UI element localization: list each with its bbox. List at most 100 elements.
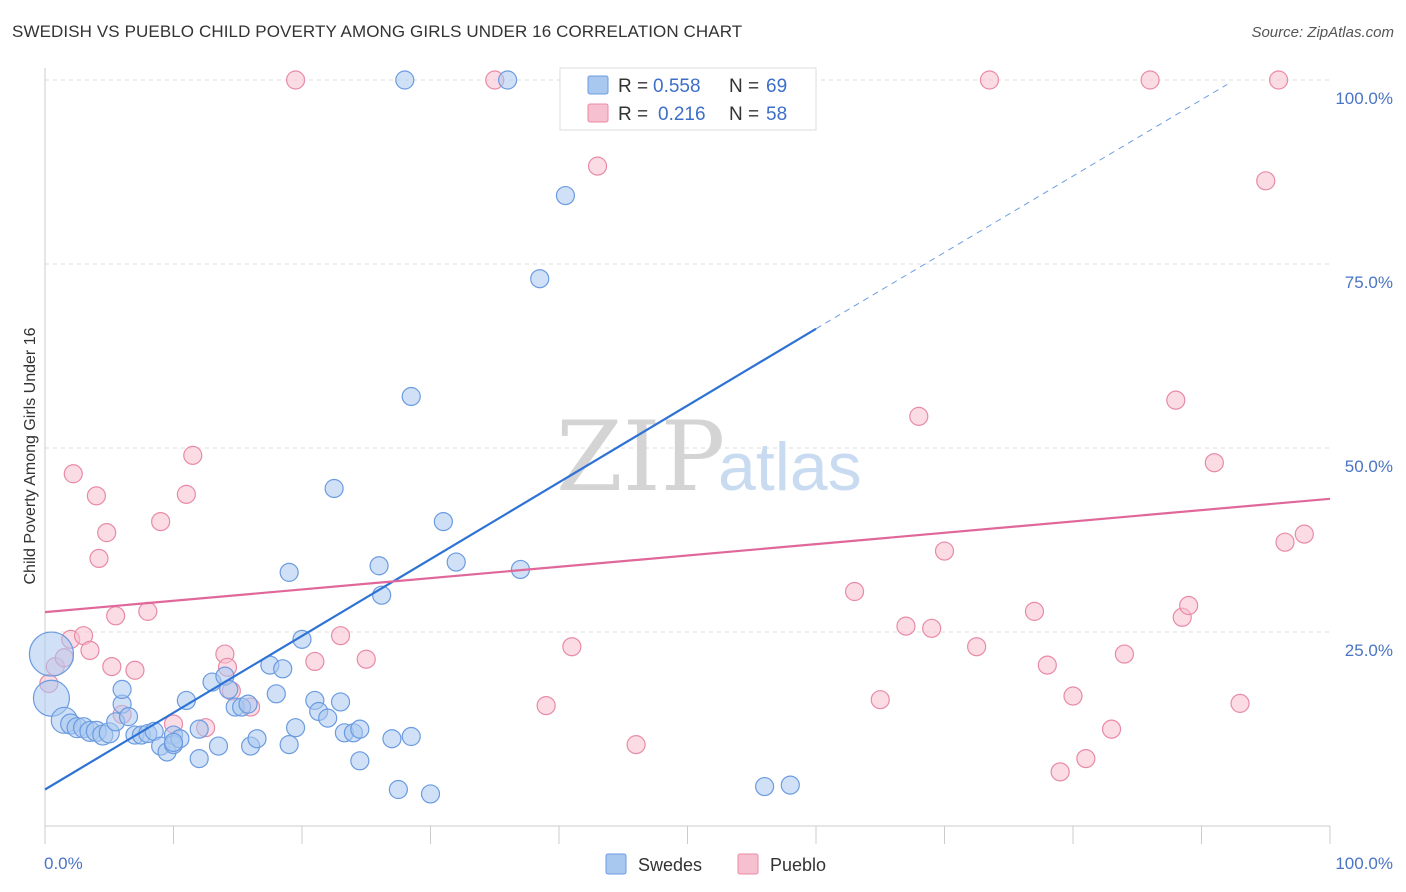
source-label: Source: ZipAtlas.com bbox=[1251, 24, 1394, 41]
pueblo-point-10 bbox=[102, 656, 122, 677]
swedes-point-41 bbox=[292, 629, 312, 649]
pueblo-point-11 bbox=[106, 606, 126, 626]
pueblo-point-46 bbox=[1101, 719, 1122, 739]
swedes-point-25 bbox=[189, 719, 209, 739]
legend-n-value-pueblo: 58 bbox=[766, 104, 787, 125]
pueblo-point-18 bbox=[183, 445, 203, 465]
swedes-point-57 bbox=[420, 784, 441, 804]
swedes-point-34 bbox=[247, 729, 267, 749]
swedes-point-53 bbox=[388, 779, 408, 800]
pueblo-trend-line bbox=[44, 497, 1331, 614]
swedes-point-65 bbox=[754, 776, 775, 797]
grid-lines bbox=[45, 79, 1330, 633]
chart-title: SWEDISH VS PUEBLO CHILD POVERTY AMONG GI… bbox=[12, 22, 743, 41]
legend-n-label-1: N = bbox=[729, 76, 759, 97]
correlation-legend: R = 0.558 N = 69 R = 0.216 N = 58 bbox=[559, 67, 817, 131]
pueblo-point-35 bbox=[896, 616, 916, 636]
swedes-point-13 bbox=[118, 707, 139, 727]
pueblo-point-17 bbox=[176, 484, 196, 504]
y-tick-label-3: 100.0% bbox=[1335, 89, 1393, 108]
legend-swedes: Swedes bbox=[638, 855, 702, 875]
pueblo-point-37 bbox=[922, 618, 942, 638]
swedes-point-60 bbox=[498, 70, 518, 90]
swedes-trend-line bbox=[44, 327, 817, 791]
pueblo-bottom-swatch bbox=[737, 853, 759, 875]
swedes-point-62 bbox=[530, 269, 550, 289]
pueblo-point-29 bbox=[536, 695, 556, 716]
x-tick-label-0: 0.0% bbox=[44, 854, 83, 873]
legend-pueblo: Pueblo bbox=[770, 855, 826, 875]
swedes-point-58 bbox=[433, 511, 453, 532]
pueblo-point-30 bbox=[562, 637, 582, 657]
watermark-zip: ZIP bbox=[556, 401, 725, 513]
pueblo-point-39 bbox=[967, 637, 987, 657]
trend-lines bbox=[44, 83, 1331, 791]
pueblo-point-40 bbox=[979, 70, 1000, 90]
legend-r-label-2: R = bbox=[618, 104, 648, 125]
pueblo-point-44 bbox=[1063, 686, 1083, 706]
watermark-atlas: atlas bbox=[718, 429, 862, 505]
pueblo-point-14 bbox=[138, 601, 158, 621]
pueblo-point-34 bbox=[870, 690, 890, 710]
pueblo-legend-swatch bbox=[587, 103, 609, 123]
pueblo-point-51 bbox=[1179, 595, 1199, 616]
swedes-point-50 bbox=[369, 556, 389, 576]
pueblo-point-24 bbox=[285, 70, 306, 90]
pueblo-point-36 bbox=[909, 406, 929, 426]
swedes-legend-swatch bbox=[587, 75, 609, 95]
pueblo-point-8 bbox=[89, 548, 109, 569]
pueblo-point-43 bbox=[1050, 762, 1070, 782]
swedes-point-27 bbox=[208, 736, 229, 756]
swedes-point-40 bbox=[285, 718, 306, 738]
swedes-trend-extension bbox=[815, 83, 1228, 330]
pueblo-point-15 bbox=[151, 511, 171, 532]
legend-r-value-pueblo: 0.216 bbox=[658, 104, 706, 125]
y-axis-label: Child Poverty Among Girls Under 16 bbox=[22, 327, 39, 584]
swedes-point-55 bbox=[401, 386, 421, 407]
pueblo-point-13 bbox=[125, 660, 145, 680]
pueblo-point-41 bbox=[1024, 601, 1045, 621]
pueblo-point-42 bbox=[1037, 655, 1057, 675]
pueblo-point-38 bbox=[934, 541, 955, 561]
swedes-point-45 bbox=[330, 692, 351, 712]
y-tick-label-2: 75.0% bbox=[1345, 273, 1393, 292]
pueblo-point-6 bbox=[80, 640, 100, 661]
pueblo-point-4 bbox=[63, 464, 83, 484]
pueblo-point-57 bbox=[1294, 524, 1314, 544]
legend-r-value-swedes: 0.558 bbox=[653, 76, 701, 97]
pueblo-point-26 bbox=[330, 626, 351, 646]
swedes-point-32 bbox=[238, 694, 258, 714]
swedes-point-0 bbox=[28, 631, 75, 677]
swedes-point-48 bbox=[350, 719, 370, 739]
y-tick-label-1: 50.0% bbox=[1345, 457, 1393, 476]
swedes-points bbox=[28, 70, 800, 804]
legend-n-value-swedes: 69 bbox=[766, 76, 787, 97]
pueblo-point-47 bbox=[1114, 644, 1135, 664]
swedes-point-24 bbox=[189, 748, 209, 769]
swedes-point-54 bbox=[395, 70, 415, 90]
swedes-bottom-swatch bbox=[605, 853, 627, 875]
pueblo-point-32 bbox=[626, 735, 646, 755]
pueblo-point-55 bbox=[1268, 70, 1289, 90]
pueblo-point-27 bbox=[356, 649, 376, 669]
swedes-point-39 bbox=[279, 735, 299, 755]
swedes-point-12 bbox=[112, 679, 132, 700]
pueblo-point-49 bbox=[1166, 390, 1186, 410]
legend-r-label-1: R = bbox=[618, 76, 648, 97]
pueblo-point-9 bbox=[97, 523, 117, 543]
legend-n-label-2: N = bbox=[729, 104, 759, 125]
pueblo-point-25 bbox=[305, 651, 325, 672]
pueblo-point-53 bbox=[1230, 693, 1250, 713]
y-tick-label-0: 25.0% bbox=[1345, 641, 1393, 660]
swedes-point-68 bbox=[163, 732, 184, 753]
swedes-point-44 bbox=[318, 708, 338, 728]
swedes-point-67 bbox=[324, 478, 344, 499]
pueblo-point-56 bbox=[1275, 532, 1295, 552]
swedes-point-37 bbox=[273, 659, 293, 679]
tick-labels: 25.0% 50.0% 75.0% 100.0% 0.0% 100.0% bbox=[44, 89, 1393, 873]
pueblo-point-54 bbox=[1256, 171, 1276, 191]
swedes-point-66 bbox=[780, 775, 800, 795]
pueblo-point-52 bbox=[1204, 453, 1224, 473]
swedes-point-59 bbox=[446, 552, 466, 572]
